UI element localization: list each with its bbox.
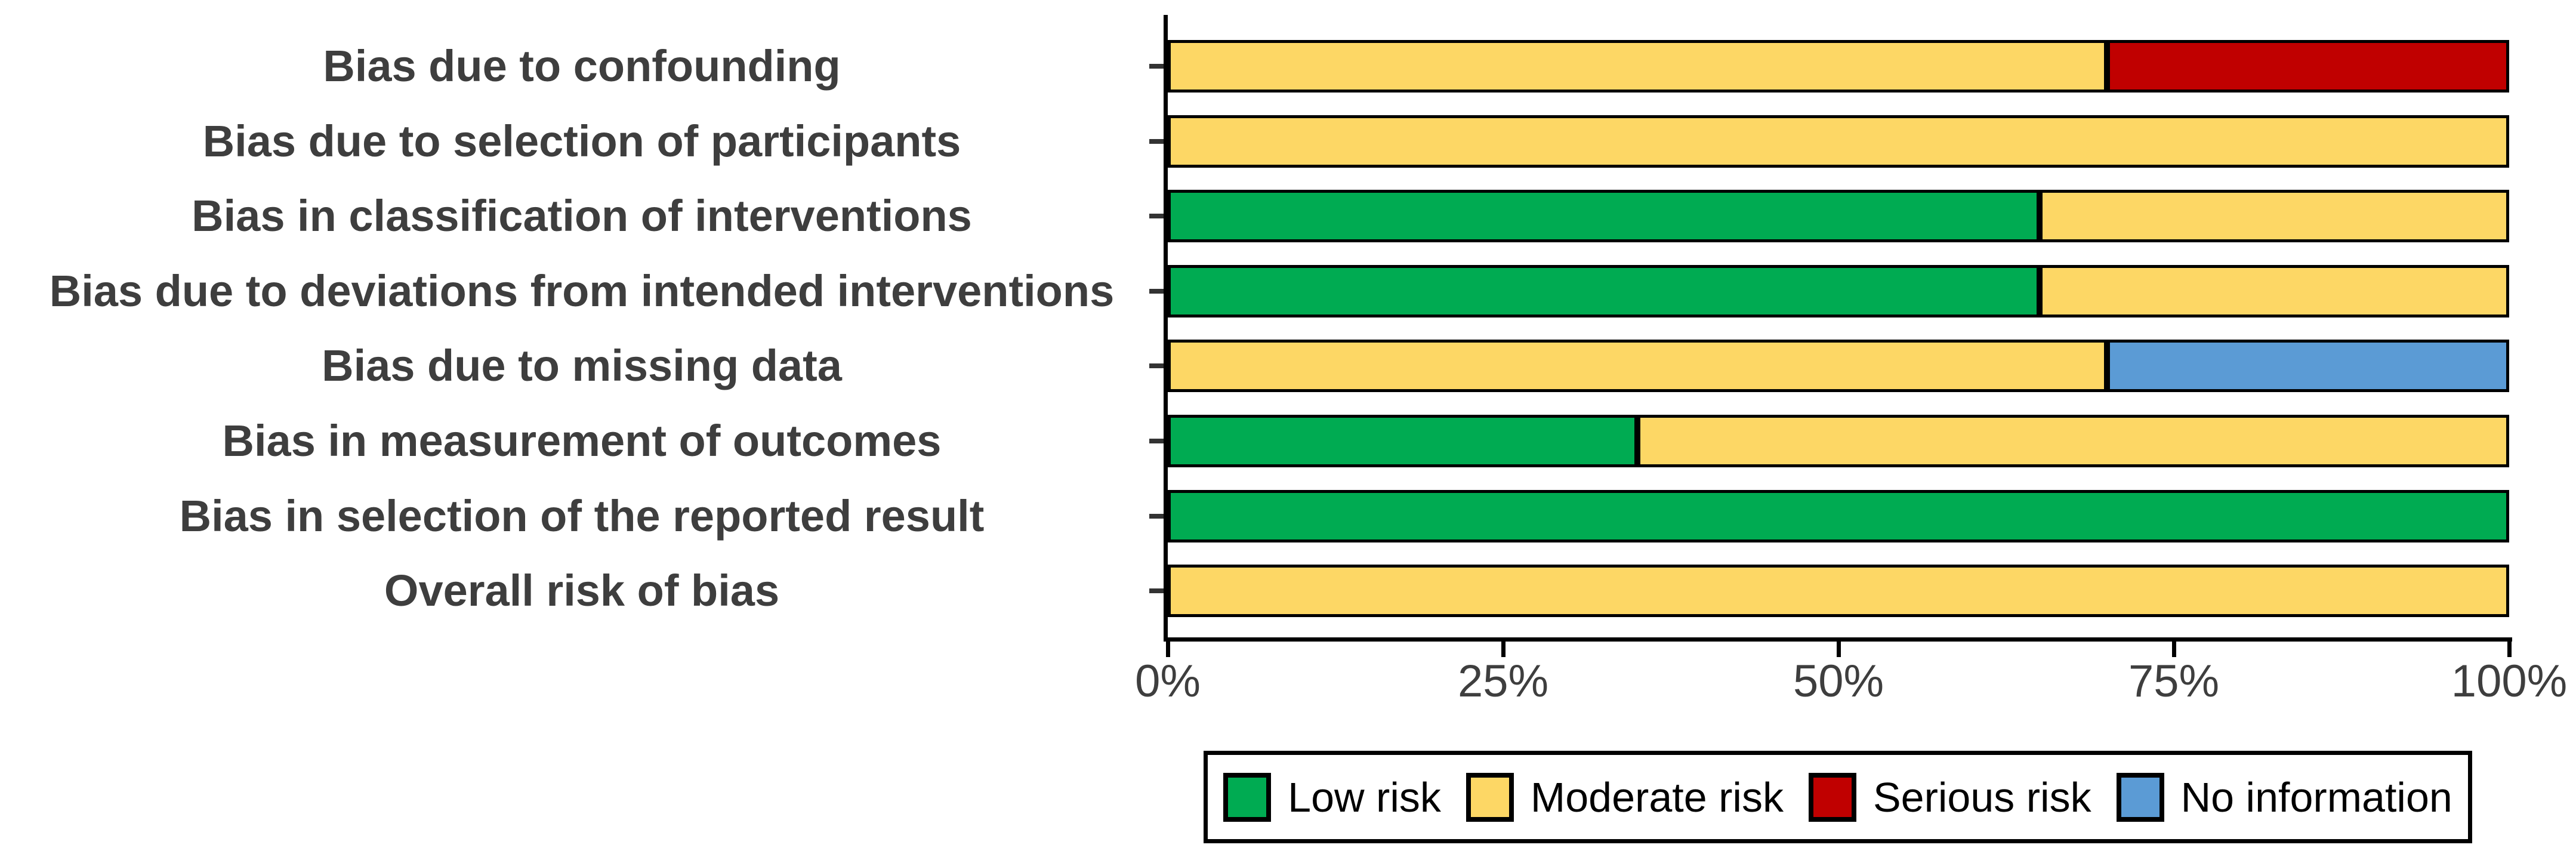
category-label: Bias in classification of interventions bbox=[192, 191, 972, 241]
legend-label: Moderate risk bbox=[1530, 773, 1784, 821]
bar-segment-moderate-risk bbox=[1168, 565, 2509, 618]
category-tick-mark bbox=[1149, 363, 1164, 369]
bar-row bbox=[1168, 415, 2509, 467]
bar-segment-moderate-risk bbox=[1637, 415, 2509, 467]
bar-segment-moderate-risk bbox=[1168, 340, 2107, 393]
x-axis-tick-label: 100% bbox=[2451, 656, 2568, 707]
bar-row bbox=[1168, 190, 2509, 243]
legend-item: Moderate risk bbox=[1466, 772, 1784, 822]
legend-item: Serious risk bbox=[1808, 772, 2091, 822]
category-tick-mark bbox=[1149, 288, 1164, 294]
category-label: Bias in measurement of outcomes bbox=[222, 416, 942, 466]
bar-row bbox=[1168, 489, 2509, 542]
legend-swatch-icon bbox=[1466, 772, 1514, 822]
category-tick-mark bbox=[1149, 214, 1164, 219]
legend-item: Low risk bbox=[1223, 772, 1441, 822]
category-label: Bias in selection of the reported result bbox=[179, 491, 985, 541]
legend-label: Serious risk bbox=[1872, 773, 2091, 821]
legend-swatch-icon bbox=[2116, 772, 2164, 822]
category-label: Overall risk of bias bbox=[384, 566, 780, 616]
category-tick-mark bbox=[1149, 138, 1164, 144]
bar-segment-moderate-risk bbox=[2040, 264, 2509, 317]
legend-swatch-icon bbox=[1808, 772, 1856, 822]
bar-segment-low-risk bbox=[1168, 190, 2040, 243]
x-axis-tick-mark bbox=[1837, 642, 1841, 657]
bar-segment-low-risk bbox=[1168, 264, 2040, 317]
x-axis-tick-label: 0% bbox=[1135, 656, 1201, 707]
x-axis-tick-label: 50% bbox=[1793, 656, 1884, 707]
x-axis-tick-mark bbox=[2507, 642, 2512, 657]
category-label: Bias due to selection of participants bbox=[202, 116, 961, 166]
bar-row bbox=[1168, 340, 2509, 393]
bar-segment-moderate-risk bbox=[1168, 40, 2107, 93]
bar-segment-serious-risk bbox=[2106, 40, 2509, 93]
legend-label: Low risk bbox=[1288, 773, 1441, 821]
bar-row bbox=[1168, 565, 2509, 618]
category-label: Bias due to missing data bbox=[322, 341, 842, 391]
x-axis-tick-label: 25% bbox=[1457, 656, 1549, 707]
x-axis-line bbox=[1164, 637, 2512, 642]
bar-segment-moderate-risk bbox=[2040, 190, 2509, 243]
x-axis-tick-mark bbox=[1501, 642, 1506, 657]
category-tick-mark bbox=[1149, 64, 1164, 69]
category-tick-mark bbox=[1149, 439, 1164, 443]
y-axis-line bbox=[1164, 15, 1168, 642]
bar-segment-low-risk bbox=[1168, 489, 2509, 542]
category-label: Bias due to deviations from intended int… bbox=[49, 266, 1115, 316]
legend-item: No information bbox=[2116, 772, 2452, 822]
category-tick-mark bbox=[1149, 513, 1164, 519]
bar-segment-no-information bbox=[2106, 340, 2509, 393]
bar-row bbox=[1168, 264, 2509, 317]
x-axis-tick-label: 75% bbox=[2128, 656, 2220, 707]
legend: Low risk Moderate risk Serious risk No info… bbox=[1204, 751, 2472, 843]
legend-swatch-icon bbox=[1223, 772, 1272, 822]
bar-segment-low-risk bbox=[1168, 415, 1637, 467]
x-axis-tick-mark bbox=[2172, 642, 2176, 657]
category-label: Bias due to confounding bbox=[323, 41, 841, 91]
legend-label: No information bbox=[2180, 773, 2452, 821]
x-axis-tick-mark bbox=[1166, 642, 1170, 657]
category-tick-mark bbox=[1149, 588, 1164, 594]
bar-row bbox=[1168, 40, 2509, 93]
bar-segment-moderate-risk bbox=[1168, 115, 2509, 168]
bar-row bbox=[1168, 115, 2509, 168]
